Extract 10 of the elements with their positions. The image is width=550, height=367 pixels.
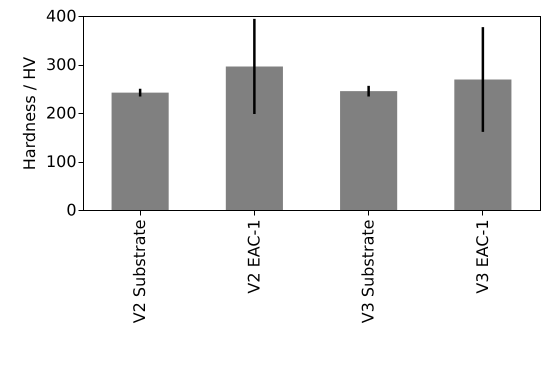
x-tick-label: V2 Substrate — [130, 220, 150, 324]
y-tick-label: 400 — [46, 6, 76, 26]
x-tick-label: V3 EAC-1 — [472, 220, 492, 294]
y-axis-title: Hardness / HV — [20, 56, 39, 170]
x-tick-label: V2 EAC-1 — [244, 220, 264, 294]
y-tick-label: 100 — [46, 152, 76, 171]
y-tick-label: 300 — [46, 55, 76, 74]
y-tick-label: 200 — [46, 104, 76, 122]
x-tick-label: V3 Substrate — [358, 220, 378, 324]
y-tick-label: 0 — [66, 200, 76, 220]
